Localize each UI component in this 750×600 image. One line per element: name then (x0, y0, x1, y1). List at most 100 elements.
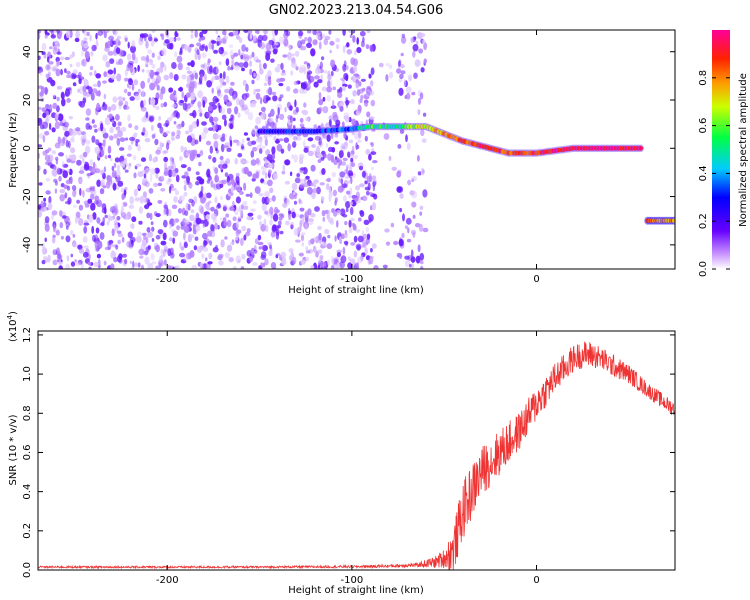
noise-point (162, 248, 166, 257)
noise-point (246, 250, 253, 257)
noise-point (264, 191, 270, 198)
noise-point (234, 158, 238, 165)
noise-point (261, 251, 267, 259)
noise-point (38, 209, 42, 218)
noise-point (38, 106, 42, 111)
noise-point (332, 189, 337, 197)
noise-point (294, 99, 297, 108)
noise-point (291, 211, 296, 219)
noise-point (284, 180, 290, 185)
noise-point (179, 156, 183, 161)
noise-point (68, 116, 73, 120)
noise-point (255, 59, 261, 63)
noise-point (66, 255, 70, 262)
noise-point (236, 141, 242, 147)
noise-point (157, 182, 163, 187)
noise-point (48, 61, 54, 65)
noise-point (43, 256, 48, 262)
noise-point (92, 185, 96, 192)
noise-point (173, 74, 179, 81)
ridge-point (638, 145, 643, 151)
noise-point (204, 202, 209, 209)
noise-point (257, 234, 262, 241)
noise-point (41, 260, 46, 265)
noise-point (235, 229, 240, 237)
noise-point (122, 160, 126, 168)
noise-point (105, 180, 111, 189)
noise-point (163, 204, 168, 209)
noise-point (208, 155, 212, 160)
noise-point (71, 185, 77, 191)
noise-point (404, 259, 411, 268)
noise-point (116, 35, 122, 40)
noise-point (365, 44, 370, 50)
noise-point (246, 228, 251, 233)
noise-point (140, 106, 147, 112)
noise-point (181, 74, 187, 80)
noise-point (343, 232, 348, 239)
noise-point (181, 91, 185, 99)
noise-point (325, 143, 329, 148)
noise-point (117, 233, 124, 238)
noise-point (209, 65, 213, 73)
noise-point (217, 202, 221, 208)
noise-point (129, 65, 134, 73)
noise-point (267, 163, 273, 169)
noise-point (201, 43, 206, 49)
noise-point (70, 253, 74, 258)
noise-point (115, 47, 121, 55)
noise-point (320, 266, 324, 269)
noise-point (282, 164, 286, 172)
noise-point (260, 145, 266, 150)
noise-point (167, 117, 173, 122)
noise-point (243, 132, 248, 136)
noise-point (48, 154, 54, 162)
noise-point (38, 182, 43, 186)
noise-point (168, 87, 174, 93)
noise-point (93, 261, 99, 268)
noise-point (362, 233, 368, 240)
noise-point (203, 74, 207, 82)
noise-point (213, 49, 219, 54)
noise-point (353, 250, 358, 258)
x-tick-label: 0 (533, 274, 539, 285)
noise-point (332, 111, 338, 118)
noise-point (334, 200, 337, 206)
noise-point (189, 214, 195, 221)
noise-point (124, 169, 129, 173)
noise-point (134, 93, 141, 101)
noise-point (159, 63, 163, 72)
noise-point (149, 115, 155, 122)
noise-point (243, 94, 247, 102)
noise-point (126, 83, 130, 88)
noise-point (137, 144, 141, 152)
noise-point (220, 195, 223, 201)
noise-point (170, 187, 177, 192)
noise-point (283, 38, 289, 47)
noise-point (249, 32, 253, 40)
noise-point (303, 61, 308, 65)
noise-point (96, 199, 102, 208)
noise-point (186, 135, 193, 143)
noise-point (241, 44, 247, 52)
noise-point (108, 239, 114, 244)
noise-point (156, 84, 160, 91)
noise-point (180, 259, 187, 264)
noise-point (310, 213, 316, 218)
noise-point (82, 85, 87, 92)
noise-point (357, 139, 362, 143)
noise-point (268, 117, 274, 123)
noise-point (295, 239, 301, 243)
noise-point (336, 220, 339, 228)
noise-point (103, 166, 107, 173)
noise-point (236, 180, 240, 186)
noise-point (207, 230, 213, 237)
noise-point (61, 161, 65, 167)
noise-point (267, 197, 270, 204)
noise-point (295, 66, 299, 71)
noise-point (64, 68, 67, 73)
noise-point (422, 189, 428, 198)
noise-point (129, 236, 136, 243)
noise-point (153, 80, 158, 87)
colorbar-gradient (712, 30, 730, 269)
